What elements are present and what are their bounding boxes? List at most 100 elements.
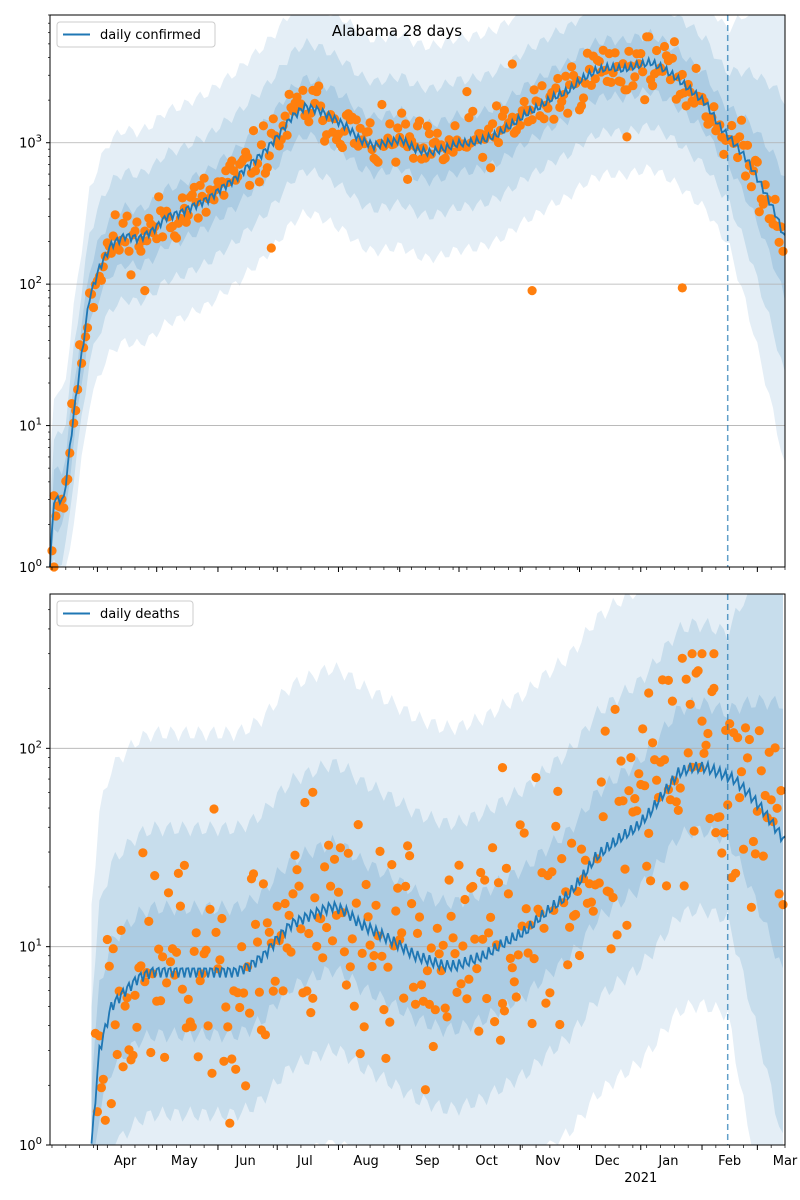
confirmed-point	[118, 218, 128, 228]
deaths-point	[327, 936, 338, 946]
deaths-point	[312, 941, 322, 951]
confirmed-point	[132, 217, 142, 227]
legend-confirmed: daily confirmed	[56, 21, 216, 48]
deaths-point	[567, 838, 577, 848]
deaths-point	[600, 726, 610, 736]
confirmed-point	[628, 81, 638, 91]
deaths-x-ticks: Apr May Jun Jul Aug Sep Oct Nov Dec Jan Feb Mar 2021	[51, 1145, 798, 1186]
deaths-point	[545, 988, 555, 998]
deaths-point	[302, 986, 312, 996]
deaths-point	[616, 756, 626, 766]
confirmed-point	[422, 121, 432, 131]
deaths-point	[493, 878, 504, 888]
confirmed-point	[529, 85, 539, 95]
deaths-point-outlier	[644, 688, 654, 698]
deaths-point	[648, 738, 658, 748]
deaths-point	[239, 988, 249, 998]
deaths-point	[254, 987, 264, 997]
xtick-label-5: Sep	[415, 1154, 440, 1169]
confirmed-point	[199, 173, 209, 183]
deaths-point	[642, 861, 652, 871]
xtick-label-4: Aug	[353, 1154, 378, 1169]
deaths-point	[165, 957, 176, 967]
deaths-point	[725, 719, 735, 729]
deaths-point	[541, 998, 551, 1008]
deaths-point	[756, 766, 766, 776]
confirmed-point	[181, 217, 191, 227]
confirmed-point	[432, 128, 442, 138]
deaths-point	[144, 916, 154, 927]
deaths-point	[304, 928, 314, 939]
deaths-point	[403, 841, 413, 851]
deaths-point	[397, 928, 407, 938]
deaths-point	[353, 820, 363, 830]
deaths-point	[187, 1022, 197, 1032]
deaths-point	[278, 986, 288, 996]
deaths-point	[673, 805, 683, 816]
confirmed-point	[667, 53, 678, 63]
confirmed-point	[393, 123, 403, 133]
deaths-point	[778, 900, 788, 910]
deaths-point	[659, 755, 670, 765]
confirmed-point	[365, 118, 375, 128]
deaths-band-1	[91, 594, 783, 1145]
deaths-point	[442, 1012, 452, 1022]
confirmed-point	[47, 546, 57, 556]
deaths-point	[237, 942, 247, 952]
deaths-point	[468, 881, 478, 892]
deaths-point	[705, 813, 715, 824]
confirmed-point	[397, 108, 407, 118]
deaths-point	[511, 992, 521, 1002]
deaths-point	[306, 1008, 316, 1018]
confirmed-point	[298, 85, 308, 95]
deaths-point	[377, 951, 387, 961]
deaths-point	[349, 1001, 359, 1011]
confirmed-point	[71, 405, 81, 416]
deaths-point	[207, 1068, 217, 1078]
deaths-point	[408, 982, 419, 992]
confirmed-point	[96, 275, 106, 285]
chart-title: Alabama 28 days	[332, 22, 462, 40]
deaths-point	[711, 828, 721, 838]
confirmed-point-outlier	[266, 243, 276, 253]
deaths-point	[322, 922, 332, 933]
deaths-point	[399, 993, 409, 1003]
deaths-point	[766, 795, 776, 805]
deaths-point	[318, 953, 328, 963]
deaths-point-outlier	[709, 649, 719, 659]
deaths-point	[606, 944, 616, 954]
confirmed-point	[539, 114, 549, 124]
deaths-point	[608, 892, 618, 903]
confirmed-point	[187, 190, 197, 200]
deaths-point	[193, 1052, 203, 1062]
deaths-point	[136, 961, 146, 971]
deaths-point	[438, 940, 448, 950]
deaths-point	[626, 753, 636, 763]
deaths-point	[102, 934, 112, 945]
confirmed-point	[636, 49, 646, 59]
deaths-point	[752, 806, 762, 816]
deaths-point	[495, 1035, 506, 1045]
deaths-point	[497, 998, 508, 1009]
deaths-point	[158, 952, 168, 962]
deaths-point	[470, 934, 480, 944]
confirmed-point	[130, 226, 140, 236]
confirmed-point	[638, 67, 648, 77]
deaths-point	[683, 748, 693, 758]
confirmed-point	[727, 120, 737, 131]
deaths-point	[758, 851, 768, 861]
confirmed-point-outlier	[462, 87, 472, 97]
deaths-point	[646, 876, 656, 886]
deaths-point	[173, 868, 183, 879]
confirmed-point	[108, 231, 118, 241]
deaths-point	[594, 878, 604, 888]
xtick-label-1: May	[171, 1154, 198, 1169]
confirmed-point	[385, 119, 395, 129]
deaths-point-outlier	[697, 649, 707, 659]
deaths-point	[671, 797, 681, 807]
deaths-point	[448, 933, 458, 943]
deaths-point	[630, 794, 640, 804]
confirmed-point	[59, 503, 69, 513]
deaths-point	[329, 854, 340, 864]
deaths-axes-frame	[49, 593, 786, 1146]
